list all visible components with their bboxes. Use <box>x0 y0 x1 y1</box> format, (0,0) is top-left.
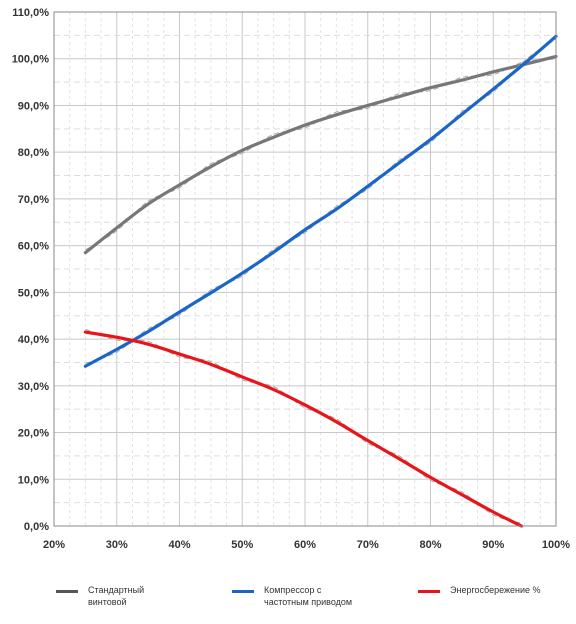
x-tick-label: 70% <box>357 539 379 551</box>
plot-frame <box>53 11 557 527</box>
legend-label-line1: Компрессор с <box>264 585 322 595</box>
y-tick-label: 110,0% <box>12 7 49 19</box>
legend-item-standard: Стандартный винтовой <box>56 584 208 608</box>
legend-label-line1: Стандартный <box>88 585 145 595</box>
tick-labels: 0,0% 10,0% 20,0% 30,0% 40,0% 50,0% 60,0% 70,0% 8… <box>12 7 571 551</box>
legend-label-savings: Энергосбережение % <box>450 584 570 596</box>
legend-label-line1: Энергосбережение % <box>450 585 541 595</box>
legend-label-standard: Стандартный винтовой <box>88 584 208 608</box>
y-tick-label: 30,0% <box>18 381 49 393</box>
legend-swatch-standard <box>56 590 78 593</box>
y-tick-label: 70,0% <box>18 194 49 206</box>
legend-swatch-vfd <box>232 590 254 593</box>
x-tick-label: 40% <box>168 539 190 551</box>
legend: Стандартный винтовой Компрессор с частот… <box>0 584 576 624</box>
series-line-2 <box>83 330 524 528</box>
legend-label-vfd: Компрессор с частотным приводом <box>264 584 384 608</box>
legend-item-savings: Энергосбережение % <box>418 584 570 596</box>
y-tick-label: 90,0% <box>18 100 49 112</box>
x-tick-label: 80% <box>419 539 441 551</box>
series-lines <box>83 34 558 528</box>
x-tick-label: 30% <box>106 539 128 551</box>
series-line-1 <box>83 34 558 368</box>
chart: 0,0% 10,0% 20,0% 30,0% 40,0% 50,0% 60,0% 70,0% 8… <box>12 7 571 551</box>
y-tick-label: 100,0% <box>12 54 50 66</box>
series-trace-2 <box>85 328 522 524</box>
legend-swatch-savings <box>418 590 440 593</box>
legend-item-vfd: Компрессор с частотным приводом <box>232 584 384 608</box>
legend-label-line2: винтовой <box>88 597 127 607</box>
x-tick-label: 60% <box>294 539 316 551</box>
y-tick-label: 50,0% <box>18 287 49 299</box>
x-tick-label: 20% <box>43 539 65 551</box>
y-tick-label: 10,0% <box>18 474 49 486</box>
x-tick-label: 90% <box>482 539 504 551</box>
grid <box>53 11 557 527</box>
y-tick-label: 0,0% <box>24 521 49 533</box>
series-line-0 <box>83 54 558 255</box>
y-tick-label: 80,0% <box>18 147 49 159</box>
x-tick-label: 50% <box>231 539 253 551</box>
x-tick-label: 100% <box>542 539 570 551</box>
legend-label-line2: частотным приводом <box>264 597 353 607</box>
y-tick-label: 20,0% <box>18 428 49 440</box>
y-tick-label: 60,0% <box>18 241 49 253</box>
y-tick-label: 40,0% <box>18 334 49 346</box>
